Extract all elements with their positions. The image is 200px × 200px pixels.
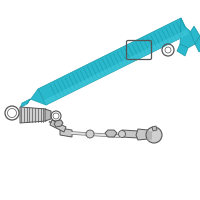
Polygon shape [20,107,46,123]
Polygon shape [177,44,188,56]
Polygon shape [38,18,189,105]
Polygon shape [180,18,195,48]
Circle shape [118,130,126,138]
Polygon shape [195,36,200,52]
Circle shape [146,127,162,143]
Circle shape [86,130,94,138]
Polygon shape [20,99,30,108]
Polygon shape [152,126,157,131]
Polygon shape [45,109,51,121]
Polygon shape [44,29,189,105]
Polygon shape [105,130,117,137]
Polygon shape [54,120,63,127]
Polygon shape [183,26,200,44]
Polygon shape [122,130,138,138]
Polygon shape [50,120,66,132]
Polygon shape [136,129,150,140]
Polygon shape [60,128,72,137]
Polygon shape [27,89,46,105]
